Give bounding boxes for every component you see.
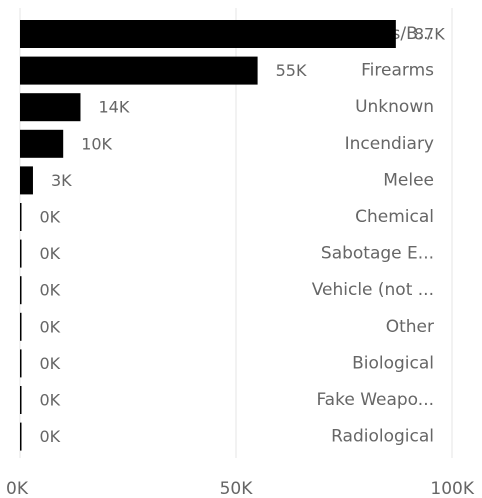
bar xyxy=(20,56,258,85)
category-label: Fake Weapo... xyxy=(316,390,434,410)
category-label: Radiological xyxy=(331,427,434,447)
category-label: Other xyxy=(386,317,434,337)
bar xyxy=(20,20,396,48)
x-tick-label: 50K xyxy=(220,479,254,498)
data-label: 3K xyxy=(51,171,72,190)
category-label: Biological xyxy=(352,353,434,373)
category-label: Sabotage E... xyxy=(321,244,434,264)
category-label: Vehicle (not ... xyxy=(312,280,434,300)
bar xyxy=(20,422,22,451)
category-label: Melee xyxy=(383,170,434,190)
data-label: 0K xyxy=(40,281,61,300)
x-tick-label: 0K xyxy=(6,479,29,498)
bar xyxy=(20,203,22,231)
category-label: Chemical xyxy=(355,207,434,227)
bar xyxy=(20,239,22,268)
data-label: 0K xyxy=(40,391,61,410)
bar xyxy=(20,386,22,414)
bar xyxy=(20,129,64,158)
data-label: 55K xyxy=(276,61,307,80)
data-label: 0K xyxy=(40,427,61,446)
bar xyxy=(20,349,22,378)
data-label: 87K xyxy=(414,25,445,44)
data-label: 0K xyxy=(40,244,61,263)
bar xyxy=(20,312,22,341)
data-label: 0K xyxy=(40,317,61,336)
data-label: 14K xyxy=(98,98,129,117)
category-label: Firearms xyxy=(361,61,434,81)
x-tick-label: 100K xyxy=(430,479,474,498)
data-label: 10K xyxy=(81,134,112,153)
category-label: Unknown xyxy=(355,97,434,117)
bar xyxy=(20,93,81,122)
category-label: Incendiary xyxy=(345,134,434,154)
bar xyxy=(20,276,22,305)
data-label: 0K xyxy=(40,208,61,227)
bar xyxy=(20,166,33,195)
data-label: 0K xyxy=(40,354,61,373)
